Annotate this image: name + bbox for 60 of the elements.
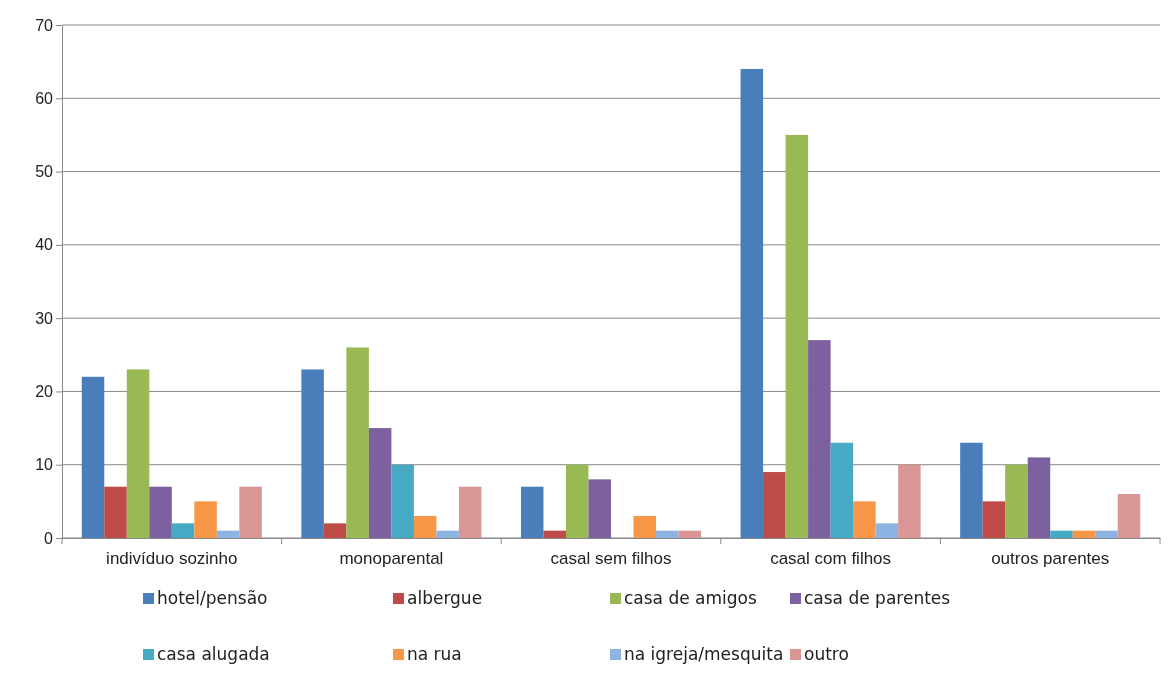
bar <box>149 486 172 538</box>
bar <box>1050 530 1073 538</box>
bar <box>633 516 657 538</box>
legend-label: casa de parentes <box>804 588 951 608</box>
y-tick-label: 40 <box>35 236 54 254</box>
bar <box>1027 457 1051 538</box>
legend-label: casa de amigos <box>624 588 757 608</box>
bar <box>543 530 566 538</box>
legend-label: casa alugada <box>157 644 270 664</box>
y-tick-label: 50 <box>35 163 54 181</box>
bar <box>323 523 347 538</box>
x-tick-label: monoparental <box>339 549 444 569</box>
bar <box>565 464 589 538</box>
legend-label: na rua <box>407 644 462 664</box>
legend-label: albergue <box>407 588 483 608</box>
bar <box>346 347 369 538</box>
x-tick-label: casal com filhos <box>770 549 892 569</box>
bar <box>982 501 1006 538</box>
bar <box>239 486 262 538</box>
bar <box>656 530 679 538</box>
bar <box>588 479 611 538</box>
bar <box>216 530 240 538</box>
bar <box>413 516 437 538</box>
bar <box>391 464 414 538</box>
bar <box>436 530 459 538</box>
bar <box>171 523 195 538</box>
y-tick-label: 10 <box>35 456 54 474</box>
bar <box>678 530 702 538</box>
legend-label: outro <box>804 644 849 664</box>
x-tick-label: outros parentes <box>991 549 1110 569</box>
bar <box>301 369 324 538</box>
bar <box>104 486 127 538</box>
bar <box>898 464 921 538</box>
bar <box>785 134 809 538</box>
y-tick-label: 0 <box>44 529 54 547</box>
y-tick-label: 70 <box>35 16 54 34</box>
legend-label: na igreja/mesquita <box>624 644 784 664</box>
bar <box>853 501 876 538</box>
bar <box>1005 464 1028 538</box>
bar <box>960 442 983 538</box>
bar <box>830 442 854 538</box>
bar <box>763 472 786 538</box>
bar <box>194 501 217 538</box>
bar <box>1095 530 1118 538</box>
bar <box>520 486 544 538</box>
bar <box>126 369 150 538</box>
bar <box>1117 494 1141 538</box>
bar <box>875 523 899 538</box>
legend-label: hotel/pensão <box>157 588 268 608</box>
y-tick-label: 20 <box>35 383 54 401</box>
bar <box>368 428 392 538</box>
x-tick-label: indivíduo sozinho <box>106 549 238 569</box>
x-tick-label: casal sem filhos <box>550 549 672 569</box>
bar <box>81 376 105 538</box>
bar <box>740 68 764 538</box>
y-tick-label: 30 <box>35 309 54 327</box>
bar <box>808 340 831 538</box>
bar <box>458 486 482 538</box>
y-tick-label: 60 <box>35 89 54 107</box>
bar <box>1072 530 1096 538</box>
